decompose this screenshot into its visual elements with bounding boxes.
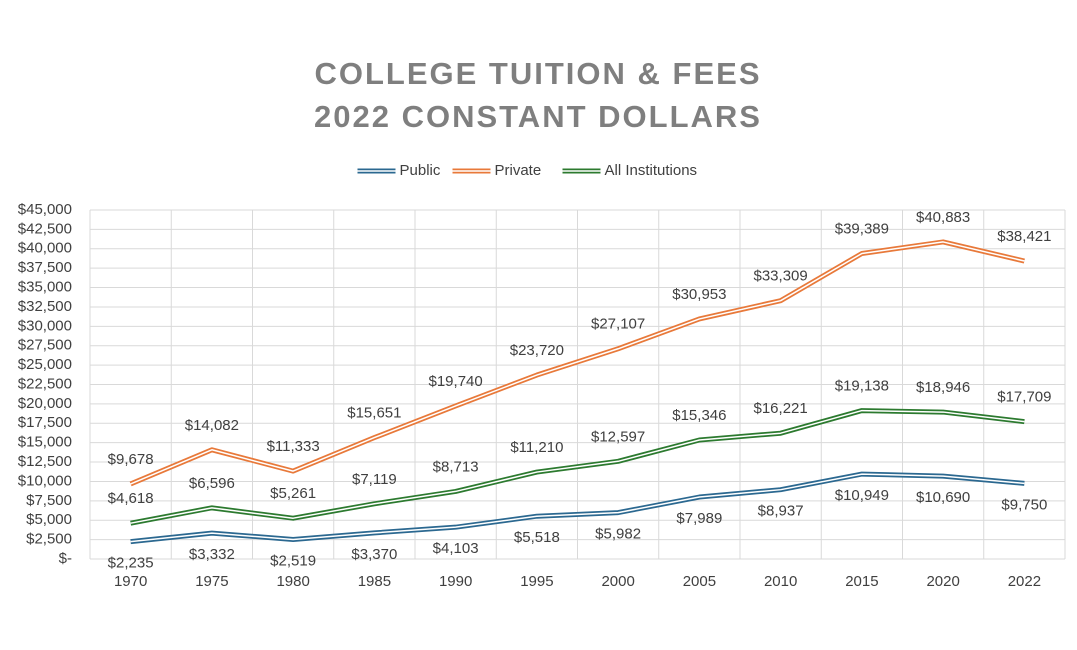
series-line-inner [130,241,1025,485]
legend-label: Private [495,162,542,179]
data-label: $5,261 [270,485,316,502]
y-tick-label: $37,500 [18,259,72,276]
data-label: $11,333 [267,438,320,455]
data-label: $17,709 [997,389,1051,406]
y-tick-label: $17,500 [18,414,72,431]
data-label: $9,678 [108,451,154,468]
y-tick-label: $40,000 [18,240,72,257]
data-label: $10,949 [835,487,889,504]
data-label: $27,107 [591,316,645,333]
x-tick-label: 2022 [1008,573,1041,590]
y-tick-label: $25,000 [18,356,72,373]
y-tick-label: $27,500 [18,337,72,354]
x-tick-label: 2000 [601,573,634,590]
y-tick-label: $20,000 [18,395,72,412]
y-tick-label: $45,000 [18,201,72,218]
data-label: $23,720 [510,342,564,359]
x-tick-label: 1980 [276,573,309,590]
data-label: $5,518 [514,529,560,546]
y-tick-label: $42,500 [18,220,72,237]
x-tick-label: 1970 [114,573,147,590]
series-line-inner [130,473,1025,543]
y-tick-label: $10,000 [18,472,72,489]
x-tick-label: 2015 [845,573,878,590]
data-label: $16,221 [754,400,808,417]
data-label: $40,883 [916,209,970,226]
data-label: $39,389 [835,220,889,237]
data-label: $2,235 [108,555,154,572]
data-label: $8,937 [758,503,804,520]
data-label: $3,370 [351,546,397,563]
data-label: $18,946 [916,379,970,396]
data-label: $7,989 [676,510,722,527]
data-label: $6,596 [189,475,235,492]
data-label: $8,713 [433,458,479,475]
chart-subtitle: 2022 CONSTANT DOLLARS [314,99,762,134]
chart-title: COLLEGE TUITION & FEES [314,56,761,91]
data-label: $19,740 [429,373,483,390]
data-label: $12,597 [591,428,645,445]
y-tick-label: $2,500 [26,531,72,548]
y-tick-label: $15,000 [18,434,72,451]
data-label: $30,953 [672,286,726,303]
y-tick-label: $7,500 [26,492,72,509]
x-tick-label: 1990 [439,573,472,590]
data-label: $9,750 [1001,496,1047,513]
x-tick-label: 1985 [358,573,391,590]
y-tick-label: $35,000 [18,279,72,296]
x-tick-label: 1975 [195,573,228,590]
x-tick-label: 2020 [926,573,959,590]
data-label: $15,346 [672,407,726,424]
data-label: $10,690 [916,489,970,506]
x-tick-label: 2005 [683,573,716,590]
x-tick-label: 2010 [764,573,797,590]
data-label: $33,309 [754,268,808,285]
series-line-inner [130,409,1025,524]
data-label: $4,103 [433,540,479,557]
data-label: $14,082 [185,417,239,434]
data-label: $38,421 [997,228,1051,245]
legend-label: Public [400,162,441,179]
y-tick-label: $- [59,550,72,567]
y-tick-label: $12,500 [18,453,72,470]
y-tick-label: $32,500 [18,298,72,315]
data-label: $5,982 [595,526,641,543]
y-tick-label: $30,000 [18,317,72,334]
y-tick-label: $5,000 [26,511,72,528]
data-label: $2,519 [270,552,316,569]
data-label: $7,119 [352,471,397,488]
data-label: $15,651 [347,405,401,422]
x-tick-label: 1995 [520,573,553,590]
data-label: $4,618 [108,490,154,507]
data-label: $19,138 [835,378,889,395]
data-label: $11,210 [510,439,563,456]
y-tick-label: $22,500 [18,375,72,392]
data-label: $3,332 [189,546,235,563]
legend-label: All Institutions [605,162,698,179]
